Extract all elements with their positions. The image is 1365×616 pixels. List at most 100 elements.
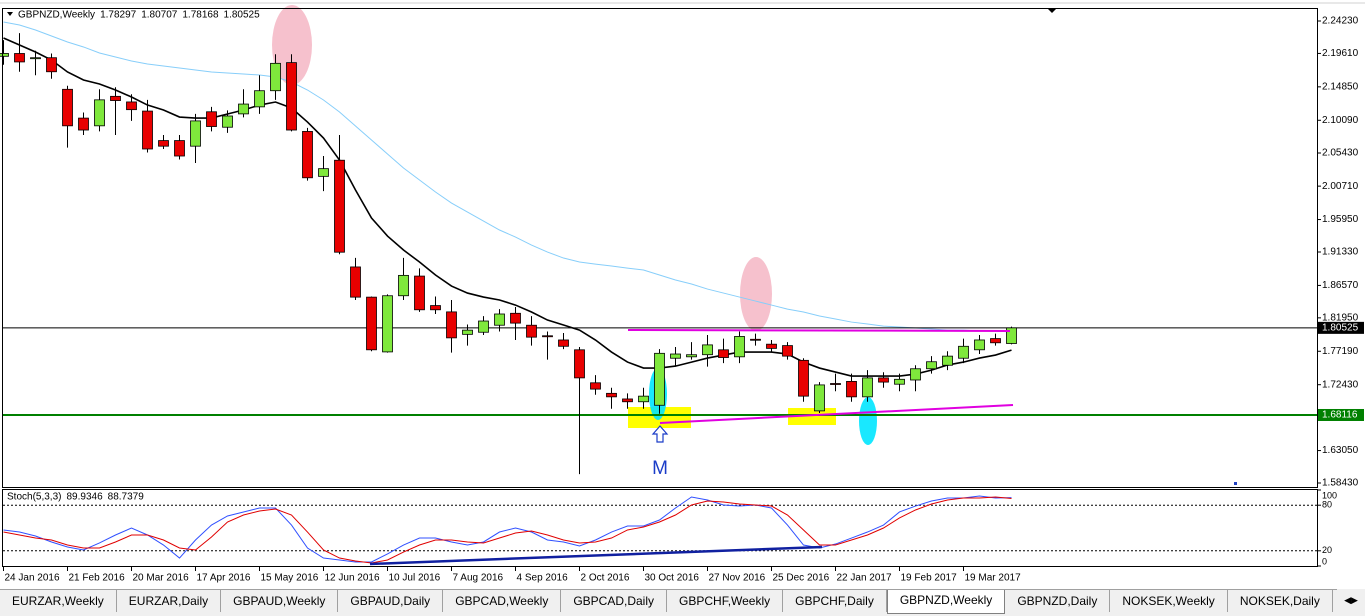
candle-body	[654, 352, 665, 406]
candle-body	[78, 117, 89, 131]
shift-marker	[1047, 8, 1057, 13]
candle-body	[958, 345, 969, 359]
x-tick-label: 19 Mar 2017	[965, 573, 1022, 584]
y-tick-label: 100	[1322, 490, 1337, 500]
x-tick-label: 15 May 2016	[261, 573, 319, 584]
tab[interactable]: NOKSEK,Daily	[1228, 590, 1333, 612]
tab[interactable]: GBPCAD,Weekly	[443, 590, 562, 612]
tab-scroll[interactable]: ◀▶	[1337, 589, 1365, 611]
arrow	[651, 425, 669, 443]
tab[interactable]: GBPCHF,Weekly	[667, 590, 784, 612]
candle-body	[462, 329, 473, 335]
candle-body	[846, 380, 857, 398]
trend-line	[627, 329, 1011, 332]
header-close: 1.80525	[224, 10, 261, 21]
candle-body	[590, 382, 601, 390]
y-tick-label: 80	[1322, 500, 1332, 510]
y-tick-label: 1.81950	[1322, 312, 1359, 323]
candle-body	[510, 312, 521, 324]
candle-body	[782, 345, 793, 357]
y-tick-label: 1.77190	[1322, 346, 1359, 357]
candle-body	[1006, 327, 1017, 344]
candle-body	[0, 53, 9, 57]
header-open: 1.78297	[100, 10, 137, 21]
frame	[2, 8, 1318, 567]
y-tick-label: 0	[1322, 556, 1327, 566]
candle-body	[798, 359, 809, 397]
tab[interactable]: GBPNZD,Weekly	[886, 590, 1006, 614]
candle-body	[942, 355, 953, 366]
moving-average	[3, 37, 1012, 377]
candle-body	[446, 311, 457, 339]
candle-body	[126, 101, 137, 111]
candle-body	[366, 296, 377, 351]
tab[interactable]: GBPNZD,Daily	[1005, 590, 1111, 612]
candle-body	[622, 398, 633, 403]
candle-body	[318, 168, 329, 177]
candle-body	[910, 368, 921, 381]
x-tick-label: 20 Mar 2016	[133, 573, 190, 584]
candle-body	[206, 111, 217, 127]
candle-body	[574, 349, 585, 379]
header-low: 1.78168	[182, 10, 219, 21]
tab[interactable]: GBPCAD,Daily	[561, 590, 668, 612]
x-tick-label: 12 Jun 2016	[325, 573, 380, 584]
tab-bar: EURZAR,Weekly EURZAR,Daily GBPAUD,Weekly GB…	[0, 589, 1365, 616]
marker	[1234, 482, 1237, 485]
candle-body	[334, 159, 345, 253]
x-tick-label: 25 Dec 2016	[773, 573, 830, 584]
y-tick-label: 1.86570	[1322, 280, 1359, 291]
tab[interactable]: EURZAR,Daily	[117, 590, 222, 612]
tab[interactable]: GBPAUD,Weekly	[221, 590, 339, 612]
divergence-line	[369, 545, 823, 566]
y-tick-label: 2.00710	[1322, 181, 1359, 192]
candle-body	[238, 103, 249, 115]
highlight-ellipse	[272, 5, 312, 85]
candle-body	[702, 344, 713, 356]
candle-body	[398, 274, 409, 297]
price-label-bg	[1318, 321, 1364, 334]
x-tick-label: 21 Feb 2016	[69, 573, 126, 584]
price-label: 1.68116	[1322, 410, 1358, 421]
candle-body	[670, 353, 681, 359]
tab[interactable]: NOKSEK,Weekly	[1110, 590, 1228, 612]
candle-body	[430, 305, 441, 311]
background	[0, 0, 1365, 589]
indicator-title: Stoch(5,3,3)	[7, 492, 61, 503]
candle-body	[894, 378, 905, 385]
candle-body	[494, 313, 505, 326]
candle-body	[62, 88, 73, 127]
header-high: 1.80707	[141, 10, 178, 21]
annotations-front: M	[7, 8, 1237, 566]
stoch-panel-border	[2, 489, 1318, 567]
tab[interactable]: GBPAUD,Daily	[338, 590, 444, 612]
tab[interactable]: GBPCHF,Daily	[783, 590, 887, 612]
candle-body	[990, 338, 1001, 344]
y-tick-label: 2.14850	[1322, 81, 1359, 92]
candle-body	[830, 383, 841, 385]
highlight-ellipse	[740, 257, 772, 331]
candle-body	[414, 275, 425, 311]
candle-body	[606, 392, 617, 398]
chart-title: GBPNZD,Weekly	[18, 10, 95, 21]
x-tick-label: 2 Oct 2016	[581, 573, 630, 584]
tab[interactable]: EURZAR,Weekly	[0, 590, 117, 612]
candle-body	[542, 335, 553, 338]
highlight-rect	[788, 408, 836, 425]
x-tick-label: 7 Aug 2016	[453, 573, 504, 584]
candle-body	[110, 95, 121, 101]
y-tick-label: 2.05430	[1322, 148, 1359, 159]
oscillator-line	[3, 496, 1012, 564]
candle-body	[286, 62, 297, 131]
x-tick-label: 24 Jan 2016	[5, 573, 60, 584]
candle-body	[750, 338, 761, 341]
x-tick-label: 4 Sep 2016	[517, 573, 569, 584]
candle-body	[382, 295, 393, 353]
candle-body	[814, 384, 825, 412]
y-tick-label: 1.91330	[1322, 247, 1359, 258]
highlight-ellipse	[859, 397, 877, 445]
oscillator-line	[3, 495, 1012, 563]
candle-body	[734, 336, 745, 358]
y-tick-label: 1.63050	[1322, 445, 1359, 456]
